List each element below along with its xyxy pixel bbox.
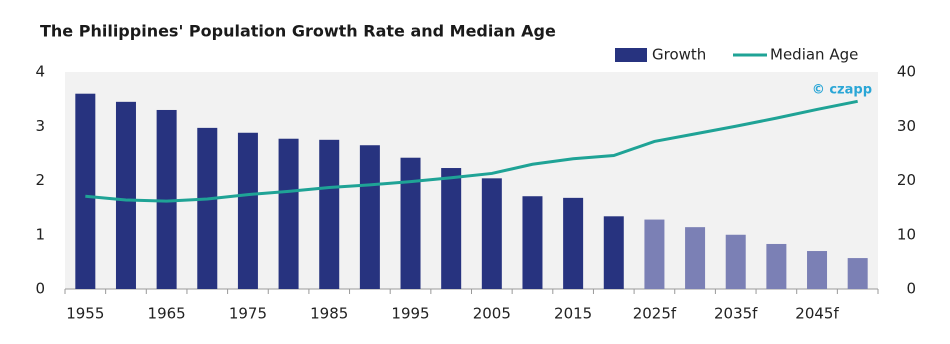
x-tick-label: 1985 [310, 305, 348, 323]
annotation: © czapp [812, 83, 872, 98]
y-tick-label: 4 [35, 63, 45, 81]
bar [359, 145, 380, 289]
bar [807, 251, 828, 289]
bar [725, 234, 746, 289]
bar [685, 227, 706, 289]
x-tick-label: 1965 [148, 305, 186, 323]
x-tick-label: 2025f [633, 305, 677, 323]
bar [75, 93, 96, 289]
bar [563, 197, 584, 289]
chart-title: The Philippines' Population Growth Rate … [40, 22, 556, 41]
y-tick-label: 2 [35, 171, 45, 189]
bar [603, 216, 624, 289]
bar [522, 196, 543, 289]
bar [644, 219, 665, 289]
x-tick-label: 1955 [66, 305, 104, 323]
x-tick-label: 2015 [554, 305, 592, 323]
bar [441, 168, 462, 289]
line [85, 99, 858, 203]
legend-swatch [615, 48, 647, 62]
y-tick-label: 3 [35, 117, 45, 135]
x-tick-label: 1975 [229, 305, 267, 323]
bar [766, 243, 787, 289]
y-tick-label: 1 [35, 225, 45, 243]
y2-tick-label: 0 [906, 280, 916, 298]
x-tick-label: 2035f [714, 305, 758, 323]
plot-background [65, 72, 878, 289]
y2-tick-label: 20 [897, 171, 916, 189]
bar [156, 109, 177, 289]
x-tick-label: 2045f [795, 305, 839, 323]
y2-tick-label: 40 [897, 63, 916, 81]
bar [278, 138, 299, 289]
bar [481, 178, 502, 289]
y-tick-label: 0 [35, 280, 45, 298]
bar [847, 258, 868, 289]
y2-tick-label: 30 [897, 117, 916, 135]
bar [319, 139, 340, 289]
bar [237, 132, 258, 289]
y2-tick-label: 10 [897, 225, 916, 243]
x-tick-label: 2005 [473, 305, 511, 323]
bar [197, 127, 218, 289]
bar [115, 101, 136, 290]
legend-label: Median Age [770, 46, 858, 64]
bar [400, 157, 421, 289]
x-tick-label: 1995 [391, 305, 429, 323]
legend-label: Growth [652, 46, 706, 64]
